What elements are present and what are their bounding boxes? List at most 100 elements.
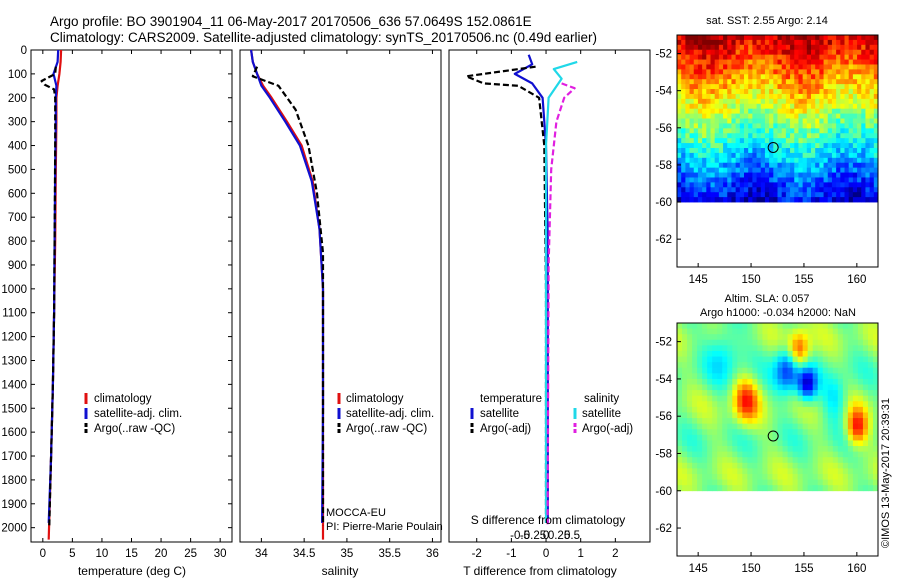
sla-cell [767, 412, 773, 419]
sla-cell [802, 429, 809, 436]
sst-cell [873, 54, 879, 60]
sla-cell [717, 473, 723, 480]
sla-cell [727, 451, 733, 458]
sst-cell [702, 138, 707, 144]
sst-cell [693, 49, 699, 56]
sla-cell [772, 345, 778, 352]
sst-cell [869, 143, 875, 149]
sst-cell [735, 187, 741, 193]
sst-cell [710, 93, 716, 100]
sla-cell [702, 339, 708, 346]
sst-cell [873, 197, 879, 203]
sla-cell [797, 401, 804, 408]
sla-cell [837, 334, 844, 341]
sla-cell [792, 401, 799, 408]
sst-cell [836, 59, 841, 65]
sst-cell [802, 49, 808, 56]
sst-cell [685, 123, 690, 129]
sst-cell [840, 138, 845, 144]
sst-cell [869, 133, 875, 139]
x-tick-label: 25 [184, 548, 197, 560]
sla-cell [802, 412, 809, 419]
sla-cell [827, 401, 834, 408]
sst-cell [811, 123, 816, 129]
sla-cell [687, 446, 693, 453]
sla-cell [687, 462, 693, 469]
sla-cell [717, 462, 723, 469]
sst-cell [811, 89, 816, 95]
sla-cell [732, 401, 738, 408]
sst-cell [702, 93, 707, 100]
sst-cell [785, 103, 791, 110]
sst-cell [865, 167, 871, 173]
sla-cell [782, 423, 788, 430]
sst-cell [685, 93, 690, 100]
sst-cell [794, 143, 799, 149]
sla-cell [787, 395, 793, 402]
sst-cell [836, 108, 841, 114]
sst-cell [815, 157, 820, 164]
sla-cell [772, 367, 778, 374]
sst-cell [852, 98, 858, 105]
sla-cell [832, 462, 839, 469]
sst-cell [815, 118, 820, 124]
sst-cell [848, 187, 854, 193]
map-y-tick-label: -58 [655, 448, 672, 460]
sst-cell [723, 123, 728, 129]
sst-cell [744, 39, 749, 46]
sla-cell [867, 451, 874, 458]
sst-cell [752, 74, 757, 80]
sla-cell [787, 378, 793, 385]
sst-cell [852, 172, 858, 178]
sla-cell [812, 418, 819, 425]
sst-cell [827, 108, 833, 114]
sst-cell [681, 133, 686, 139]
sla-cell [787, 350, 793, 357]
sla-cell [842, 446, 849, 453]
sst-cell [840, 118, 845, 124]
sst-cell [693, 118, 699, 124]
sla-cell [847, 451, 854, 458]
sst-cell [710, 79, 716, 85]
sla-cell [807, 323, 814, 329]
sst-map-axes: 145 150 155 160-52-54-56-58-60-62 [655, 49, 866, 286]
sst-cell [802, 64, 808, 70]
sla-cell [862, 323, 869, 329]
sla-cell [777, 451, 783, 458]
sla-cell [782, 434, 788, 441]
sst-cell [748, 98, 753, 105]
series-line [250, 50, 325, 523]
sla-cell [792, 328, 799, 335]
sst-cell [710, 182, 716, 188]
sst-cell [677, 54, 682, 60]
sla-cell [757, 457, 763, 464]
sla-cell [767, 473, 773, 480]
sla-cell [697, 468, 703, 475]
sla-cell [767, 323, 773, 329]
sst-cell [681, 152, 686, 159]
sla-cell [702, 401, 708, 408]
sla-cell [692, 328, 698, 335]
sst-cell [756, 167, 762, 173]
sla-cell [837, 412, 844, 419]
sla-cell [677, 356, 683, 363]
sst-cell [735, 74, 741, 80]
sla-cell [707, 473, 713, 480]
sst-cell [693, 162, 699, 169]
sst-cell [865, 148, 871, 154]
sla-cell [867, 485, 874, 492]
sst-cell [831, 157, 837, 164]
sla-cell [697, 328, 703, 335]
sla-cell [692, 356, 698, 363]
sla-cell [732, 395, 738, 402]
sst-cell [764, 64, 770, 70]
sst-cell [873, 84, 879, 90]
sla-cell [767, 334, 773, 341]
sst-cell [681, 49, 686, 56]
sst-cell [844, 143, 850, 149]
sla-cell [782, 479, 788, 486]
sst-cell [689, 64, 695, 70]
sla-map-axes: 145 150 155 160-52-54-56-58-60-62 [655, 337, 866, 575]
sla-cell [842, 485, 849, 492]
sst-cell [735, 182, 741, 188]
